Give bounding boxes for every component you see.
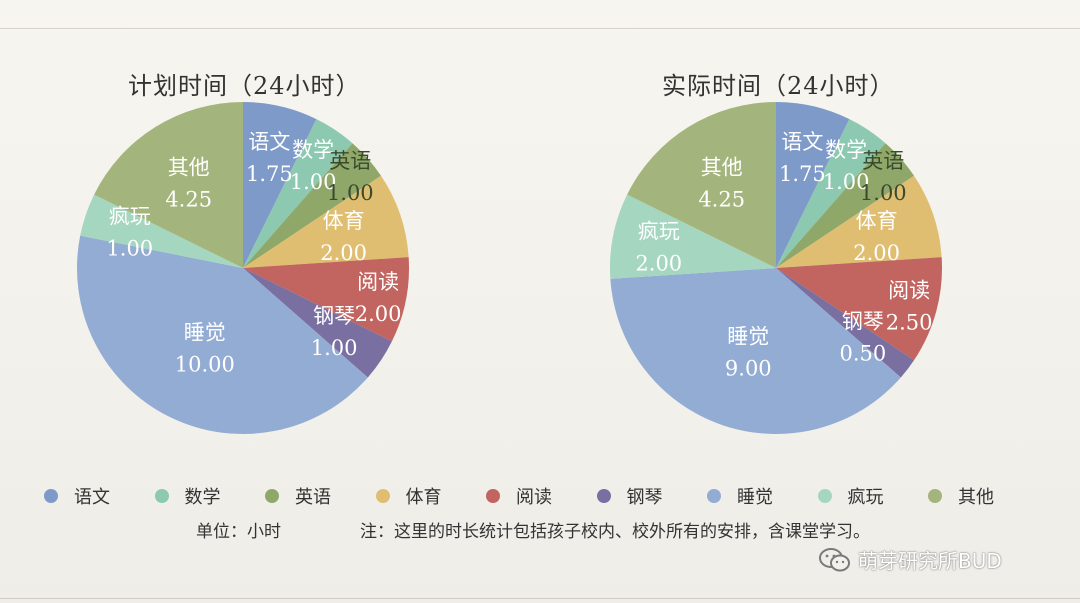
legend-item-3: 体育 bbox=[375, 483, 442, 509]
planned-slice-0 bbox=[243, 102, 317, 268]
actual-slice-4 bbox=[776, 257, 942, 361]
planned-slice-value-2: 1.00 bbox=[327, 181, 374, 205]
legend-item-7: 疯玩 bbox=[817, 483, 884, 509]
actual-slice-value-2: 1.00 bbox=[860, 181, 907, 205]
actual-slice-label-6: 睡觉 bbox=[727, 325, 769, 349]
actual-slice-value-7: 2.00 bbox=[635, 252, 682, 276]
legend-marker bbox=[817, 489, 832, 503]
planned-slice-value-5: 1.00 bbox=[311, 336, 358, 360]
actual-slice-value-5: 0.50 bbox=[840, 342, 887, 366]
legend-label: 睡觉 bbox=[737, 487, 773, 508]
planned-slice-6 bbox=[77, 235, 368, 435]
chart-legend: 语文 数学 英语 体育 阅读 钢琴 睡觉 疯玩 其他 bbox=[44, 483, 1024, 509]
actual-slice-0 bbox=[776, 102, 850, 268]
planned-slice-value-7: 1.00 bbox=[106, 237, 153, 261]
planned-slice-1 bbox=[243, 119, 353, 269]
planned-slice-8 bbox=[94, 101, 244, 268]
actual-slice-value-0: 1.75 bbox=[779, 162, 826, 186]
top-divider bbox=[0, 28, 1080, 29]
chart-title-actual: 实际时间（24小时） bbox=[662, 72, 895, 100]
watermark-text: 萌芽研究所BUD bbox=[858, 549, 1002, 573]
legend-label: 钢琴 bbox=[626, 487, 663, 508]
legend-label: 体育 bbox=[405, 487, 442, 508]
legend-item-2: 英语 bbox=[265, 483, 331, 509]
actual-slice-7 bbox=[610, 194, 776, 279]
planned-slice-3 bbox=[243, 175, 409, 268]
legend-item-4: 阅读 bbox=[486, 483, 552, 509]
legend-marker bbox=[44, 489, 58, 503]
legend-marker bbox=[154, 489, 169, 503]
legend-label: 疯玩 bbox=[847, 487, 884, 508]
planned-slice-label-8: 其他 bbox=[168, 156, 210, 180]
legend-marker bbox=[375, 489, 390, 503]
actual-slice-value-1: 1.00 bbox=[823, 170, 870, 194]
actual-slice-value-6: 9.00 bbox=[725, 357, 772, 381]
planned-slice-label-4: 阅读 bbox=[357, 270, 399, 294]
planned-slice-value-1: 1.00 bbox=[290, 170, 337, 194]
planned-slice-label-0: 语文 bbox=[248, 130, 290, 154]
legend-label: 英语 bbox=[295, 487, 331, 508]
actual-slice-value-8: 4.25 bbox=[698, 188, 745, 212]
actual-slice-label-2: 英语 bbox=[862, 149, 904, 173]
footnote: 注：这里的时长统计包括孩子校内、校外所有的安排，含课堂学习。 bbox=[360, 522, 870, 542]
legend-item-8: 其他 bbox=[928, 483, 994, 509]
planned-slice-7 bbox=[80, 194, 243, 268]
planned-slice-label-2: 英语 bbox=[329, 149, 371, 173]
planned-slice-label-3: 体育 bbox=[323, 209, 365, 233]
legend-item-1: 数学 bbox=[154, 483, 221, 509]
planned-slice-4 bbox=[243, 257, 409, 342]
actual-slice-value-3: 2.00 bbox=[853, 241, 900, 265]
legend-label: 阅读 bbox=[516, 487, 552, 508]
legend-marker bbox=[596, 489, 611, 503]
planned-slice-value-3: 2.00 bbox=[320, 241, 367, 265]
actual-slice-label-5: 钢琴 bbox=[842, 310, 884, 334]
unit-note: 单位：小时 bbox=[196, 522, 281, 542]
legend-item-6: 睡觉 bbox=[707, 483, 773, 509]
planned-slice-value-8: 4.25 bbox=[165, 188, 212, 212]
planned-slice-value-4: 2.00 bbox=[355, 302, 402, 326]
planned-slice-label-7: 疯玩 bbox=[109, 205, 151, 229]
planned-slice-label-5: 钢琴 bbox=[313, 304, 355, 328]
legend-item-5: 钢琴 bbox=[596, 483, 663, 509]
bottom-divider bbox=[0, 598, 1080, 599]
actual-slice-label-1: 数学 bbox=[825, 138, 867, 162]
planned-slice-value-0: 1.75 bbox=[246, 162, 293, 186]
legend-label: 其他 bbox=[958, 487, 994, 508]
actual-slice-3 bbox=[776, 175, 942, 268]
actual-slice-2 bbox=[776, 143, 915, 268]
actual-slice-label-8: 其他 bbox=[701, 156, 743, 180]
legend-marker bbox=[265, 489, 279, 503]
chart-title-planned: 计划时间（24小时） bbox=[128, 72, 361, 100]
actual-slice-label-7: 疯玩 bbox=[638, 220, 680, 244]
legend-marker bbox=[486, 489, 500, 503]
planned-slice-value-6: 10.00 bbox=[175, 352, 235, 376]
planned-slice-label-1: 数学 bbox=[292, 138, 334, 162]
planned-slice-5 bbox=[243, 268, 392, 378]
legend-item-0: 语文 bbox=[44, 483, 110, 509]
planned-slice-2 bbox=[243, 143, 382, 268]
wechat-icon bbox=[819, 547, 850, 571]
actual-slice-label-4: 阅读 bbox=[888, 279, 930, 303]
actual-slice-6 bbox=[610, 268, 901, 434]
planned-slice-label-6: 睡觉 bbox=[184, 320, 226, 344]
actual-slice-label-0: 语文 bbox=[781, 130, 823, 154]
actual-slice-label-3: 体育 bbox=[856, 209, 898, 233]
legend-label: 语文 bbox=[74, 487, 110, 508]
watermark: 萌芽研究所BUD bbox=[818, 545, 1002, 574]
actual-slice-1 bbox=[776, 119, 886, 269]
legend-label: 数学 bbox=[184, 487, 221, 508]
actual-slice-8 bbox=[627, 102, 776, 268]
legend-marker bbox=[707, 489, 721, 503]
legend-marker bbox=[928, 489, 942, 503]
actual-slice-value-4: 2.50 bbox=[886, 311, 933, 335]
actual-slice-5 bbox=[776, 268, 915, 378]
